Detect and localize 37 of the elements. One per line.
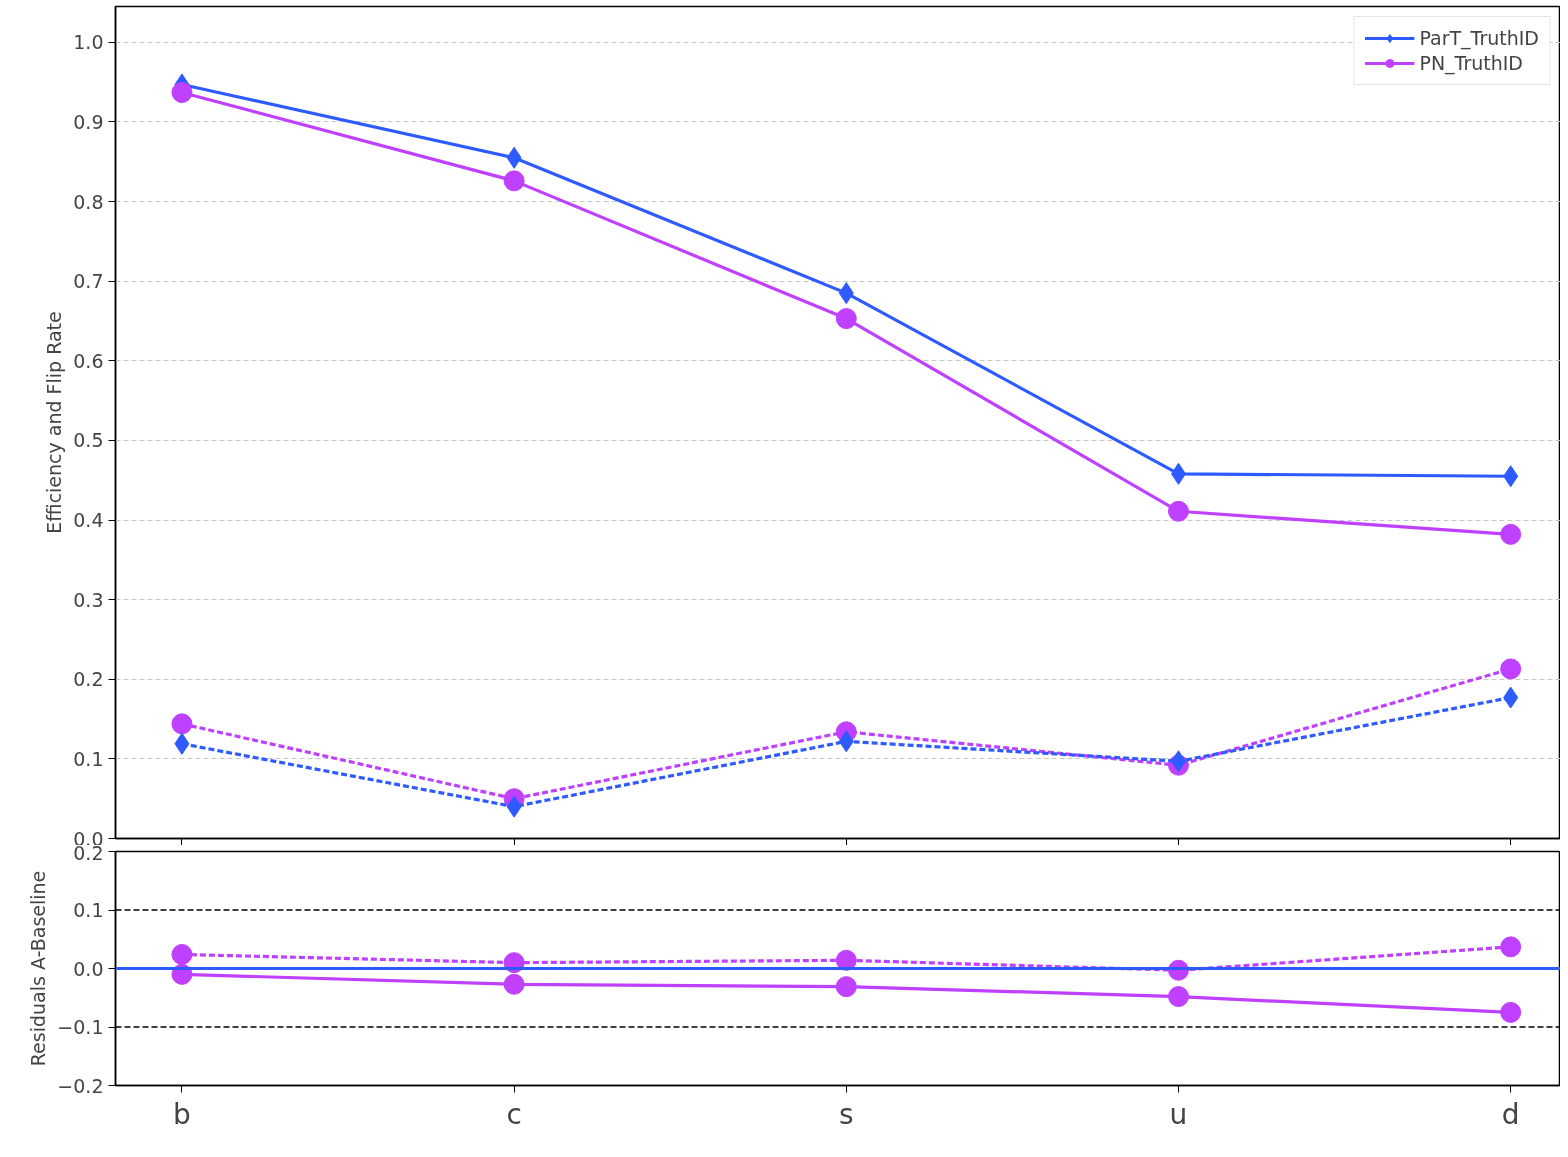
y-axis-title: Efficiency and Flip Rate xyxy=(43,311,66,534)
y-tick-label: 0.4 xyxy=(73,509,104,532)
x-tick-label: d xyxy=(1501,1097,1520,1131)
y-tick-label: 0.2 xyxy=(73,668,104,691)
y-tick-label: −0.1 xyxy=(57,1016,104,1038)
point xyxy=(1167,986,1189,1008)
point xyxy=(171,943,193,965)
point xyxy=(835,308,857,330)
point xyxy=(503,170,525,192)
y-tick-label: 0.9 xyxy=(73,110,104,133)
y-tick-label: 1.0 xyxy=(73,31,104,54)
y-tick-label: 0.0 xyxy=(73,957,104,980)
y-tick-label: 0.7 xyxy=(73,270,104,293)
y-tick-label: 0.3 xyxy=(73,588,104,611)
x-tick-label: c xyxy=(506,1097,522,1131)
y-tick-label: −0.2 xyxy=(57,1074,104,1097)
y-tick-label: 0.6 xyxy=(73,349,104,372)
y-tick-label: 0.5 xyxy=(73,429,104,452)
point xyxy=(1500,523,1522,545)
point xyxy=(835,976,857,998)
point xyxy=(835,949,857,971)
legend-label: ParT_TruthID xyxy=(1419,27,1539,49)
point xyxy=(1500,658,1522,680)
y-tick-label: 0.8 xyxy=(73,190,104,213)
x-tick-label: b xyxy=(173,1097,191,1131)
point xyxy=(1167,500,1189,522)
legend-label: PN_TruthID xyxy=(1419,52,1524,74)
y-tick-label: 0.1 xyxy=(73,899,104,921)
point xyxy=(503,973,525,995)
point xyxy=(171,713,193,735)
y-tick-label: 0.1 xyxy=(73,747,104,770)
point xyxy=(1500,1001,1522,1023)
x-tick-label: u xyxy=(1169,1097,1188,1131)
y-axis-title: Residuals A-Baseline xyxy=(27,870,50,1067)
point xyxy=(171,82,193,103)
x-tick-label: s xyxy=(839,1097,854,1131)
point xyxy=(1500,936,1522,958)
